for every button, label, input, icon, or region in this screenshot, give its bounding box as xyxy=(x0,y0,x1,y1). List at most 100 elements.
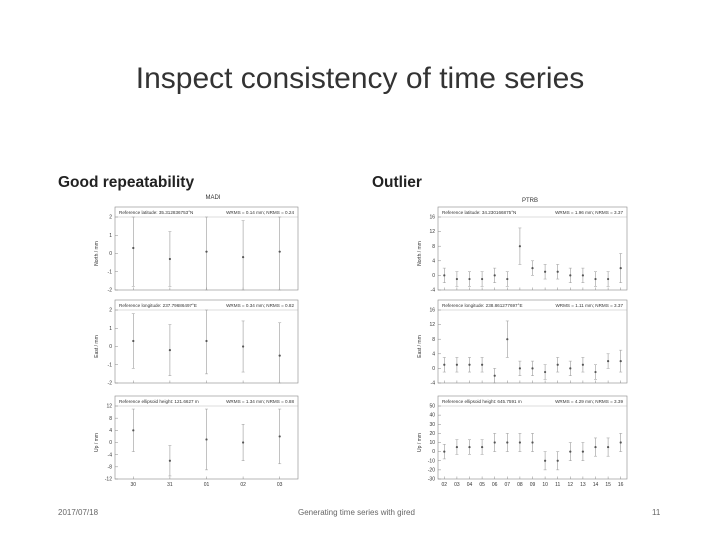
y-tick-label: -20 xyxy=(428,467,435,473)
y-axis-label: East / mm xyxy=(94,335,100,358)
x-tick-label: 14 xyxy=(593,482,599,488)
y-tick-label: -1 xyxy=(108,362,113,368)
data-point xyxy=(205,438,208,441)
data-point xyxy=(168,459,171,462)
footer-center-text: Generating time series with gired xyxy=(298,508,415,517)
data-point xyxy=(569,274,572,277)
data-point xyxy=(493,374,496,377)
data-point xyxy=(493,441,496,444)
y-tick-label: 1 xyxy=(109,233,112,239)
footer-page-number: 11 xyxy=(652,508,661,517)
y-tick-label: 4 xyxy=(432,258,435,264)
data-point xyxy=(481,445,484,449)
y-tick-label: 2 xyxy=(109,215,112,221)
data-point xyxy=(481,363,484,366)
y-tick-label: -2 xyxy=(108,381,113,387)
data-point xyxy=(607,277,610,281)
y-axis-label: North / mm xyxy=(417,241,423,266)
data-point xyxy=(506,441,509,444)
data-point xyxy=(518,441,522,444)
data-point xyxy=(468,445,471,449)
y-tick-label: 0 xyxy=(109,251,112,257)
data-point xyxy=(581,450,585,453)
data-point xyxy=(518,245,522,248)
x-tick-label: 04 xyxy=(467,482,473,488)
y-tick-label: -12 xyxy=(105,477,112,483)
y-tick-label: 4 xyxy=(109,428,112,434)
y-tick-label: 1 xyxy=(109,326,112,332)
data-point xyxy=(481,277,484,281)
footer-date: 2017/07/18 xyxy=(58,508,99,517)
x-tick-label: 02 xyxy=(240,482,246,488)
data-point xyxy=(556,270,559,273)
data-point xyxy=(443,363,446,366)
data-point xyxy=(278,354,281,357)
y-tick-label: -8 xyxy=(108,464,113,470)
panel-header-left: Reference longitude: 238.861277697°E xyxy=(442,303,523,308)
y-axis-label: Up / mm xyxy=(94,433,100,452)
y-tick-label: 16 xyxy=(429,308,435,314)
y-tick-label: 0 xyxy=(432,273,435,279)
y-tick-label: 8 xyxy=(109,416,112,422)
y-tick-label: 2 xyxy=(109,308,112,314)
x-tick-label: 08 xyxy=(517,482,523,488)
data-point xyxy=(594,445,597,449)
panel-header-right: WRMS = 4.29 mm; NRMS = 3.39 xyxy=(555,399,623,404)
panel-header-right: WRMS = 0.14 mm; NRMS = 0.24 xyxy=(226,210,294,215)
data-point xyxy=(506,277,509,281)
data-point xyxy=(205,250,208,253)
x-tick-label: 16 xyxy=(618,482,624,488)
data-point xyxy=(468,363,471,366)
y-tick-label: 4 xyxy=(432,351,435,357)
data-point xyxy=(607,445,610,449)
x-tick-label: 11 xyxy=(555,482,560,488)
data-point xyxy=(132,429,135,432)
x-tick-label: 10 xyxy=(542,482,548,488)
panel-frame xyxy=(437,206,628,291)
data-point xyxy=(493,274,496,277)
data-point xyxy=(531,441,534,444)
data-point xyxy=(581,274,585,277)
data-point xyxy=(168,349,171,352)
slide-title: Inspect consistency of time series xyxy=(135,62,585,95)
y-tick-label: 40 xyxy=(429,413,435,419)
y-tick-label: 50 xyxy=(429,404,435,410)
data-point xyxy=(619,360,622,363)
data-point xyxy=(619,267,622,270)
panel-header-right: WRMS = 1.34 mm; NRMS = 0.88 xyxy=(226,399,294,404)
data-point xyxy=(556,363,559,366)
y-tick-label: 12 xyxy=(106,404,112,410)
x-tick-label: 05 xyxy=(479,482,485,488)
y-tick-label: -30 xyxy=(428,477,435,483)
y-axis-label: East / mm xyxy=(417,335,423,358)
data-point xyxy=(278,435,281,438)
data-point xyxy=(556,459,559,462)
data-point xyxy=(132,246,135,250)
data-point xyxy=(455,445,458,449)
data-point xyxy=(544,270,547,273)
y-tick-label: -10 xyxy=(428,458,435,464)
x-tick-label: 09 xyxy=(530,482,536,488)
chart-title: PTRB xyxy=(522,198,538,204)
data-point xyxy=(594,277,597,281)
y-tick-label: 16 xyxy=(429,215,435,221)
data-point xyxy=(455,363,458,366)
panel-header-left: Reference ellipsoid height: 645.7591 m xyxy=(442,399,522,404)
data-point xyxy=(506,338,509,341)
y-tick-label: 20 xyxy=(429,431,435,437)
panel-header-left: Reference ellipsoid height: 121.6627 m xyxy=(119,399,199,404)
data-point xyxy=(569,450,572,453)
y-axis-label: Up / mm xyxy=(417,433,423,452)
y-tick-label: -2 xyxy=(108,288,113,294)
panel-header-right: WRMS = 0.34 mm; NRMS = 0.82 xyxy=(226,303,294,308)
y-tick-label: -1 xyxy=(108,269,113,275)
good-repeatability-heading: Good repeatability xyxy=(58,174,195,191)
y-tick-label: 8 xyxy=(432,244,435,250)
data-point xyxy=(531,267,534,270)
x-tick-label: 02 xyxy=(442,482,448,488)
data-point xyxy=(443,274,446,277)
data-point xyxy=(544,370,547,374)
x-tick-label: 03 xyxy=(454,482,460,488)
x-tick-label: 15 xyxy=(605,482,611,488)
data-point xyxy=(242,256,245,259)
